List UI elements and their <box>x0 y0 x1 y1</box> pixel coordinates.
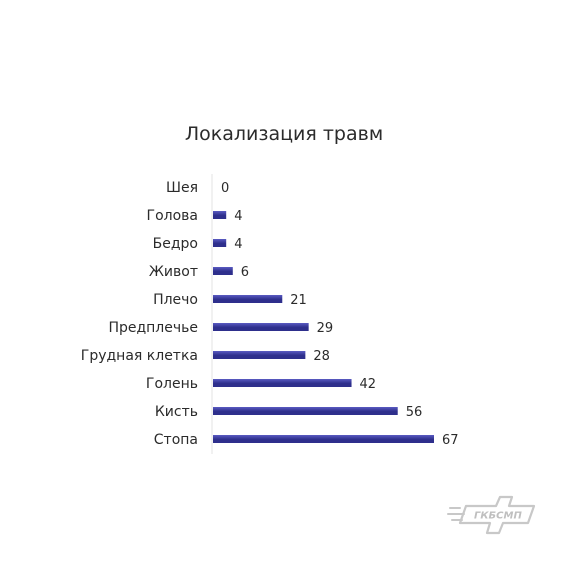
bar <box>213 407 398 415</box>
bar <box>213 267 233 275</box>
bar <box>213 211 227 219</box>
bar <box>213 239 227 247</box>
data-label: 28 <box>313 349 330 364</box>
category-label: Плечо <box>153 292 198 308</box>
category-label: Голова <box>147 208 198 224</box>
category-label: Живот <box>149 264 198 280</box>
category-label: Кисть <box>155 404 198 420</box>
data-label: 67 <box>442 433 459 448</box>
data-label: 21 <box>290 293 307 308</box>
data-label: 4 <box>234 209 242 224</box>
category-label: Голень <box>146 376 198 392</box>
data-label: 56 <box>406 405 423 420</box>
data-label: 42 <box>360 377 377 392</box>
data-label: 4 <box>234 237 242 252</box>
logo-text: ГКБСМП <box>474 511 522 522</box>
category-label: Предплечье <box>108 320 198 336</box>
category-label: Шея <box>166 180 198 196</box>
hospital-logo: ГКБСМП <box>447 495 536 535</box>
data-label: 6 <box>241 265 249 280</box>
bar <box>213 295 283 303</box>
category-label: Бедро <box>153 236 198 252</box>
data-label: 0 <box>221 181 229 196</box>
data-label: 29 <box>317 321 334 336</box>
logo-cross-icon <box>458 495 536 535</box>
category-label: Грудная клетка <box>81 348 198 364</box>
category-label: Стопа <box>154 432 198 448</box>
bar <box>213 435 434 443</box>
chart-title: Локализация травм <box>185 123 383 145</box>
bar <box>213 323 309 331</box>
bar <box>213 379 352 387</box>
bars-group: Шея 0 Голова 4 Бедро 4 Живот 6 Плечо 21 Предплечье… <box>81 180 459 448</box>
bar <box>213 351 306 359</box>
